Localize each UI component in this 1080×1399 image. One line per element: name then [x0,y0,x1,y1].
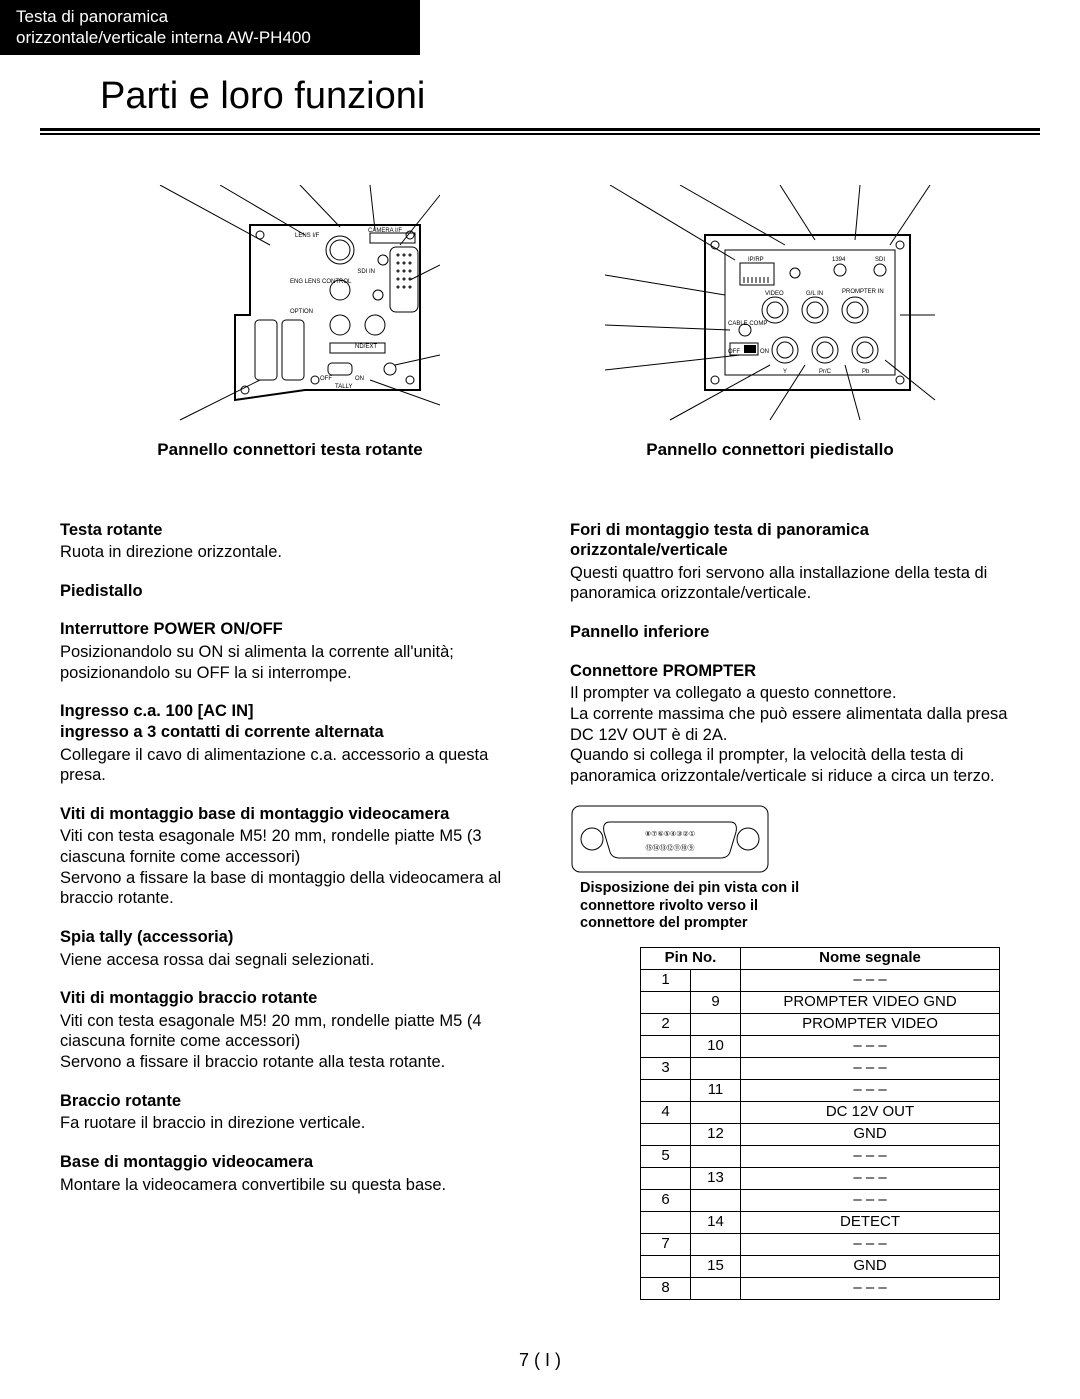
pin-row: 4DC 12V OUT [641,1101,1000,1123]
pin-row: 3– – – [641,1057,1000,1079]
svg-text:ON: ON [355,376,364,382]
svg-text:Pb: Pb [862,369,870,375]
connector-pin-svg: ⑧⑦⑥⑤④③②① ⑮⑭⑬⑫⑪⑩⑨ [570,804,770,874]
left-column: Testa rotanteRuota in direzione orizzont… [60,520,510,1300]
content-columns: Testa rotanteRuota in direzione orizzont… [60,520,1020,1300]
lc-title-3: Ingresso c.a. 100 [AC IN] ingresso a 3 c… [60,701,510,742]
page-title: Parti e loro funzioni [100,75,1080,118]
lc-title-0: Testa rotante [60,520,510,541]
svg-text:LENS I/F: LENS I/F [295,233,320,239]
lc-body-7: Fa ruotare il braccio in direzione verti… [60,1113,510,1134]
pedestal-panel-svg: IP/RP 1394 SDI VIDEO G/L IN PROMPTER IN … [600,185,940,425]
svg-text:Pr/C: Pr/C [819,369,832,375]
pin-row: 2PROMPTER VIDEO [641,1013,1000,1035]
svg-text:G/L IN: G/L IN [806,291,823,297]
lc-title-2: Interruttore POWER ON/OFF [60,619,510,640]
pin-row: 9PROMPTER VIDEO GND [641,991,1000,1013]
svg-text:SDI: SDI [875,257,885,263]
pin-row: 10– – – [641,1035,1000,1057]
lc-title-6: Viti di montaggio braccio rotante [60,988,510,1009]
header-line2: orizzontale/verticale interna AW-PH400 [16,27,404,48]
svg-text:TALLY: TALLY [335,384,352,390]
lc-title-7: Braccio rotante [60,1091,510,1112]
lc-body-8: Montare la videocamera convertibile su q… [60,1175,510,1196]
lc-body-6: Viti con testa esagonale M5! 20 mm, rond… [60,1011,510,1073]
right-schematic: IP/RP 1394 SDI VIDEO G/L IN PROMPTER IN … [600,185,940,430]
left-diagram-caption: Pannello connettori testa rotante [140,440,440,460]
product-header: Testa di panoramica orizzontale/vertical… [0,0,420,55]
svg-text:PROMPTER IN: PROMPTER IN [842,289,884,295]
lc-title-5: Spia tally (accessoria) [60,927,510,948]
pin-table: Pin No. Nome segnale 1– – –9PROMPTER VID… [640,947,1000,1300]
pin-row: 11– – – [641,1079,1000,1101]
svg-text:Y: Y [783,369,787,375]
pin-table-h1: Pin No. [641,947,741,969]
rotating-head-panel-svg: LENS I/F CAMERA I/F SDI IN ENG LENS CONT… [140,185,440,425]
svg-text:OFF: OFF [728,349,740,355]
rc-sec1-title: Fori di montaggio testa di panoramica or… [570,520,1020,561]
lc-body-3: Collegare il cavo di alimentazione c.a. … [60,745,510,786]
rc-sec3-title: Connettore PROMPTER [570,661,1020,682]
lc-body-4: Viti con testa esagonale M5! 20 mm, rond… [60,826,510,909]
pin-row: 6– – – [641,1189,1000,1211]
svg-text:1394: 1394 [832,257,846,263]
svg-text:ON: ON [760,349,769,355]
svg-text:⑮⑭⑬⑫⑪⑩⑨: ⑮⑭⑬⑫⑪⑩⑨ [646,844,695,852]
svg-text:ENG LENS CONTROL: ENG LENS CONTROL [290,279,352,285]
header-line1: Testa di panoramica [16,6,404,27]
title-rule-thick [40,128,1040,131]
page-number: 7 ( I ) [0,1350,1080,1371]
title-rule-thin [40,133,1040,135]
pin-row: 12GND [641,1123,1000,1145]
lc-title-4: Viti di montaggio base di montaggio vide… [60,804,510,825]
svg-text:OFF: OFF [320,376,332,382]
lc-body-5: Viene accesa rossa dai segnali seleziona… [60,950,510,971]
rc-sec2-title: Pannello inferiore [570,622,1020,643]
rc-sec1-body: Questi quattro fori servono alla install… [570,563,1020,604]
lc-body-2: Posizionandolo su ON si alimenta la corr… [60,642,510,683]
pin-row: 14DETECT [641,1211,1000,1233]
svg-text:SDI IN: SDI IN [357,269,375,275]
svg-text:CABLE COMP: CABLE COMP [728,321,767,327]
lc-body-0: Ruota in direzione orizzontale. [60,542,510,563]
svg-text:OPTION: OPTION [290,309,313,315]
pin-row: 13– – – [641,1167,1000,1189]
pin-table-h2: Nome segnale [741,947,1000,969]
rc-sec3-body: Il prompter va collegato a questo connet… [570,683,1020,786]
svg-text:VIDEO: VIDEO [765,291,784,297]
right-column: Fori di montaggio testa di panoramica or… [570,520,1020,1300]
svg-text:IP/RP: IP/RP [748,257,764,263]
svg-text:CAMERA I/F: CAMERA I/F [368,228,402,234]
lc-title-1: Piedistallo [60,581,510,602]
right-diagram-block: IP/RP 1394 SDI VIDEO G/L IN PROMPTER IN … [600,185,940,460]
pin-caption: Disposizione dei pin vista con il connet… [580,880,810,932]
pin-row: 7– – – [641,1233,1000,1255]
left-schematic: LENS I/F CAMERA I/F SDI IN ENG LENS CONT… [140,185,440,430]
pin-row: 8– – – [641,1277,1000,1299]
left-diagram-block: LENS I/F CAMERA I/F SDI IN ENG LENS CONT… [140,185,440,460]
svg-text:⑧⑦⑥⑤④③②①: ⑧⑦⑥⑤④③②① [645,830,695,838]
right-diagram-caption: Pannello connettori piedistallo [600,440,940,460]
pin-row: 1– – – [641,969,1000,991]
lc-title-8: Base di montaggio videocamera [60,1152,510,1173]
diagrams-row: LENS I/F CAMERA I/F SDI IN ENG LENS CONT… [60,185,1020,460]
pin-row: 15GND [641,1255,1000,1277]
pin-row: 5– – – [641,1145,1000,1167]
svg-text:ND/EXT: ND/EXT [355,344,377,350]
